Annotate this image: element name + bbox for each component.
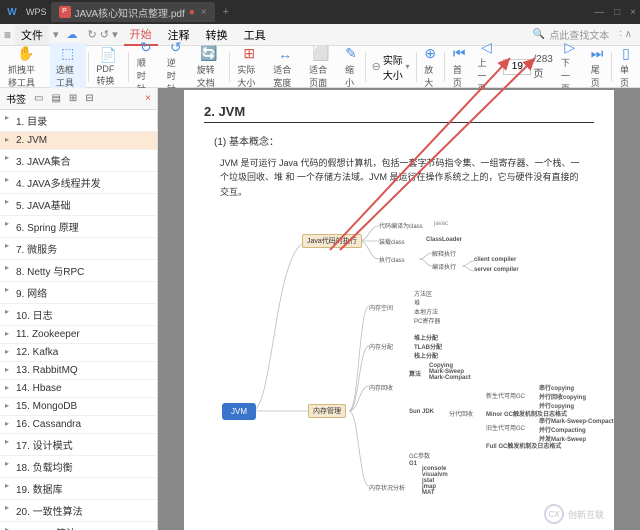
outline-item[interactable]: 13. RabbitMQ [0, 362, 157, 380]
menu-convert[interactable]: 转换 [200, 25, 234, 45]
app-logo: W [0, 7, 24, 18]
pdf-convert-button[interactable]: 📄PDF转换 [90, 44, 126, 89]
cursor-icon: ⬚ [61, 45, 74, 63]
tab-title: JAVA核心知识点整理.pdf [75, 5, 185, 20]
first-icon: ⏮ [453, 45, 466, 63]
page-heading: 2. JVM [204, 104, 594, 123]
expand-icon[interactable]: ⊞ [69, 93, 77, 104]
fit-page-button[interactable]: ⬜适合页面 [303, 43, 339, 91]
shrink-button[interactable]: ✎缩小 [339, 43, 363, 91]
last-icon: ⏭ [591, 45, 604, 63]
main-area: 书签 ▭ ▤ ⊞ ⊟ × 1. 目录2. JVM3. JAVA集合4. JAVA… [0, 88, 640, 530]
first-page-button[interactable]: ⏮首页 [447, 43, 472, 91]
outline-item[interactable]: 21. JAVA算法 [0, 522, 157, 530]
watermark-logo-icon: CX [544, 504, 564, 524]
outline-item[interactable]: 15. MongoDB [0, 398, 157, 416]
menu-tools[interactable]: 工具 [238, 25, 272, 45]
outline-item[interactable]: 5. JAVA基础 [0, 194, 157, 216]
single-icon: ▯ [622, 45, 630, 63]
app-brand: WPS [26, 7, 47, 17]
outline-item[interactable]: 19. 数据库 [0, 478, 157, 500]
outline-item[interactable]: 8. Netty 与RPC [0, 260, 157, 282]
outline-item[interactable]: 11. Zookeeper [0, 326, 157, 344]
toolbar: ✋抓拽平移工具 ⬚选框工具 📄PDF转换 ↻顺时针 ↺逆时针 🔄旋转文档 ⊞实际… [0, 46, 640, 88]
search-icon: 🔍 [533, 29, 545, 40]
pdf-page: 2. JVM (1) 基本概念： JVM 是可运行 Java 代码的假想计算机，… [184, 90, 614, 530]
close-tab-icon[interactable]: × [201, 7, 207, 18]
fitpage-icon: ⬜ [312, 45, 329, 63]
outline-item[interactable]: 16. Cassandra [0, 416, 157, 434]
page-indicator: /283 页 [501, 54, 554, 80]
zoom-label: 实际大小 [383, 52, 404, 82]
shrink-icon: ✎ [345, 45, 357, 63]
sidebar-toolbar: ▭ ▤ ⊞ ⊟ [34, 93, 94, 104]
rotate-text-button[interactable]: 🔄旋转文档 [191, 43, 227, 91]
fitwidth-icon: ↔ [278, 45, 292, 63]
select-tool-button[interactable]: ⬚选框工具 [50, 43, 86, 91]
actual-size-button[interactable]: ⊞实际大小 [231, 43, 267, 91]
mm-exec: Java代码的执行 [302, 234, 362, 248]
document-view[interactable]: 2. JVM (1) 基本概念： JVM 是可运行 Java 代码的假想计算机，… [158, 88, 640, 530]
rotate-text-icon: 🔄 [200, 45, 217, 63]
close-window-icon[interactable]: × [630, 7, 636, 18]
watermark-text: 创新互联 [568, 508, 604, 521]
next-icon: ▷ [564, 38, 575, 56]
new-tab-button[interactable]: + [223, 6, 229, 18]
fit-width-button[interactable]: ↔适合宽度 [267, 43, 303, 91]
modified-dot: ● [189, 7, 195, 18]
document-tab[interactable]: P JAVA核心知识点整理.pdf ● × [51, 2, 215, 22]
rotate-ccw-icon: ↺ [170, 38, 182, 56]
zoom-in-icon: ⊕ [424, 45, 436, 63]
outline-item[interactable]: 4. JAVA多线程并发 [0, 172, 157, 194]
watermark: CX 创新互联 [544, 504, 604, 524]
maximize-icon[interactable]: □ [614, 7, 620, 18]
actual-icon: ⊞ [243, 45, 255, 63]
sidebar-title: 书签 [6, 91, 26, 106]
mm-root: JVM [222, 403, 256, 420]
sidebar: 书签 ▭ ▤ ⊞ ⊟ × 1. 目录2. JVM3. JAVA集合4. JAVA… [0, 88, 158, 530]
minimize-icon[interactable]: — [594, 7, 604, 18]
outline-item[interactable]: 6. Spring 原理 [0, 216, 157, 238]
single-page-button[interactable]: ▯单页 [614, 43, 638, 91]
hand-tool-button[interactable]: ✋抓拽平移工具 [2, 43, 50, 91]
bookmark-icon[interactable]: ▭ [34, 93, 43, 104]
outline-item[interactable]: 9. 网络 [0, 282, 157, 304]
pdf-icon: P [59, 6, 71, 18]
hand-icon: ✋ [17, 45, 34, 63]
mm-mem: 内存管理 [308, 404, 346, 418]
outline-list[interactable]: 1. 目录2. JVM3. JAVA集合4. JAVA多线程并发5. JAVA基… [0, 110, 157, 530]
outline-item[interactable]: 20. 一致性算法 [0, 500, 157, 522]
outline-item[interactable]: 3. JAVA集合 [0, 150, 157, 172]
page-input[interactable] [503, 59, 531, 75]
outline-item[interactable]: 7. 微服务 [0, 238, 157, 260]
collapse-icon[interactable]: ⊟ [85, 93, 93, 104]
convert-icon: 📄 [100, 46, 117, 64]
mindmap: JVM Java代码的执行 内存管理 代码编译为class javac 装载cl… [204, 211, 594, 501]
close-sidebar-icon[interactable]: × [145, 93, 151, 104]
zoom-combo[interactable]: ⊖ 实际大小 ▾ [368, 52, 414, 82]
last-page-button[interactable]: ⏭尾页 [585, 43, 610, 91]
outline-item[interactable]: 2. JVM [0, 132, 157, 150]
outline-item[interactable]: 18. 负载均衡 [0, 456, 157, 478]
page-total: /283 页 [533, 54, 552, 80]
outline-item[interactable]: 10. 日志 [0, 304, 157, 326]
prev-icon: ◁ [481, 38, 492, 56]
outline-icon[interactable]: ▤ [51, 93, 60, 104]
rotate-cw-icon: ↻ [140, 38, 152, 56]
page-body: JVM 是可运行 Java 代码的假想计算机，包括一套字节码指令集、一组寄存器、… [204, 156, 594, 199]
titlebar: W WPS P JAVA核心知识点整理.pdf ● × + — □ × [0, 0, 640, 24]
sidebar-header: 书签 ▭ ▤ ⊞ ⊟ × [0, 88, 157, 110]
outline-item[interactable]: 17. 设计模式 [0, 434, 157, 456]
enlarge-button[interactable]: ⊕放大 [418, 43, 442, 91]
menu-file[interactable]: 文件 [15, 25, 49, 45]
page-subtitle: (1) 基本概念： [204, 133, 594, 148]
outline-item[interactable]: 14. Hbase [0, 380, 157, 398]
zoom-out-icon[interactable]: ⊖ [372, 60, 381, 73]
outline-item[interactable]: 1. 目录 [0, 110, 157, 132]
outline-item[interactable]: 12. Kafka [0, 344, 157, 362]
hamburger-icon[interactable]: ≡ [4, 28, 11, 42]
cloud-icon[interactable]: ☁ [67, 28, 78, 41]
window-controls: — □ × [594, 7, 636, 18]
